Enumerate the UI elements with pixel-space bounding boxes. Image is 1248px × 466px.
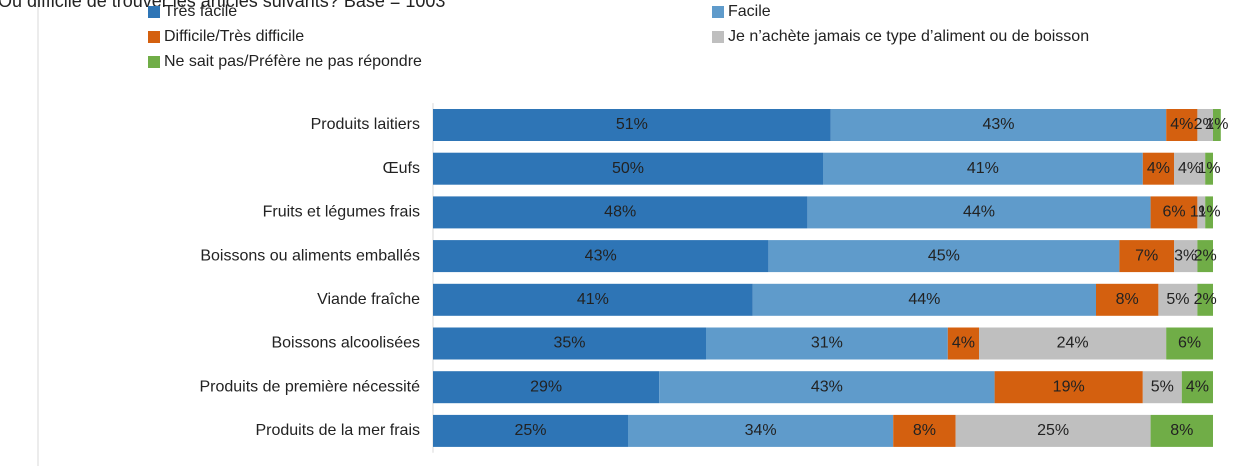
bar-segment xyxy=(1096,283,1159,316)
bar-segment xyxy=(955,414,1151,447)
bar-segment xyxy=(433,371,660,404)
category-label: Boissons ou aliments emballés xyxy=(200,247,420,264)
bar-segment xyxy=(1205,152,1213,185)
legend-label: Je n’achète jamais ce type d’aliment ou … xyxy=(728,28,1089,45)
bar-segment xyxy=(1142,371,1182,404)
category-label: Produits laitiers xyxy=(311,116,420,133)
value-label: 44% xyxy=(908,291,940,308)
legend-swatch xyxy=(712,6,724,18)
legend-label: Très facile xyxy=(164,3,237,20)
value-label: 4% xyxy=(952,335,975,352)
category-label: Produits de la mer frais xyxy=(255,422,420,439)
value-label: 25% xyxy=(514,422,546,439)
bar-segment xyxy=(706,327,948,360)
legend-label: Difficile/Très difficile xyxy=(164,28,304,45)
value-label: 1% xyxy=(1198,160,1221,177)
value-label: 43% xyxy=(811,378,843,395)
bar-segment xyxy=(1197,196,1206,229)
bar-segment xyxy=(1174,240,1198,273)
legend-swatch xyxy=(712,31,724,43)
value-label: 2% xyxy=(1194,291,1217,308)
value-label: 45% xyxy=(928,247,960,264)
value-label: 8% xyxy=(1116,291,1139,308)
legend-swatch xyxy=(148,56,160,68)
value-label: 24% xyxy=(1057,335,1089,352)
bar-segment xyxy=(433,414,628,447)
value-label: 29% xyxy=(530,378,562,395)
bar-segment xyxy=(433,109,831,141)
value-label: 35% xyxy=(553,335,585,352)
bar-segment xyxy=(823,152,1143,185)
category-label: Boissons alcoolisées xyxy=(271,335,420,352)
bar-segment xyxy=(433,152,823,185)
value-label: 7% xyxy=(1135,247,1158,264)
value-label: 34% xyxy=(745,422,777,439)
bar-segment xyxy=(1213,109,1221,141)
bar-segment xyxy=(752,283,1096,316)
legend-swatch xyxy=(148,6,160,18)
value-label: 31% xyxy=(811,335,843,352)
value-label: 5% xyxy=(1166,291,1189,308)
value-label: 1% xyxy=(1198,204,1221,221)
bar-segment xyxy=(433,283,753,316)
value-label: 8% xyxy=(1170,422,1193,439)
legend-swatch xyxy=(148,31,160,43)
bar-segment xyxy=(1197,283,1213,316)
value-label: 44% xyxy=(963,204,995,221)
value-label: 6% xyxy=(1178,335,1201,352)
value-label: 43% xyxy=(585,247,617,264)
bar-segment xyxy=(1150,196,1198,229)
category-label: Fruits et légumes frais xyxy=(263,204,420,221)
category-label: Viande fraîche xyxy=(317,291,420,308)
value-label: 43% xyxy=(982,116,1014,133)
bar-segment xyxy=(1181,371,1213,404)
bar-segment xyxy=(628,414,894,447)
value-label: 41% xyxy=(577,291,609,308)
category-label: Produits de première nécessité xyxy=(199,378,420,395)
chart-title: Ou difficile de trouver les articles sui… xyxy=(0,0,445,11)
value-label: 4% xyxy=(1147,160,1170,177)
bar-segment xyxy=(994,371,1143,404)
bar-segment xyxy=(768,240,1120,273)
bar-segment xyxy=(893,414,956,447)
bar-segment xyxy=(1158,283,1198,316)
bar-segment xyxy=(807,196,1151,229)
value-label: 2% xyxy=(1194,116,1217,133)
bar-segment xyxy=(1119,240,1174,273)
value-label: 50% xyxy=(612,160,644,177)
value-label: 41% xyxy=(967,160,999,177)
value-label: 51% xyxy=(616,116,648,133)
value-label: 19% xyxy=(1053,378,1085,395)
bar-segment xyxy=(433,196,808,229)
bar-segment xyxy=(1197,109,1213,141)
value-label: 3% xyxy=(1174,247,1197,264)
bar-segment xyxy=(1166,327,1213,360)
value-label: 1% xyxy=(1205,116,1228,133)
bar-segment xyxy=(979,327,1167,360)
value-label: 8% xyxy=(913,422,936,439)
bar-segment xyxy=(1205,196,1213,229)
bar-segment xyxy=(1166,109,1198,141)
value-label: 4% xyxy=(1178,160,1201,177)
bar-segment xyxy=(433,327,706,360)
value-label: 48% xyxy=(604,204,636,221)
value-label: 4% xyxy=(1186,378,1209,395)
bar-segment xyxy=(1197,240,1213,273)
value-label: 25% xyxy=(1037,422,1069,439)
category-label: Œufs xyxy=(383,160,420,177)
bar-segment xyxy=(1150,414,1213,447)
bar-segment xyxy=(1174,152,1206,185)
legend-label: Facile xyxy=(728,3,771,20)
bar-segment xyxy=(947,327,979,360)
value-label: 5% xyxy=(1151,378,1174,395)
bar-segment xyxy=(659,371,995,404)
bar-segment xyxy=(433,240,769,273)
value-label: 4% xyxy=(1170,116,1193,133)
bar-segment xyxy=(1142,152,1174,185)
value-label: 6% xyxy=(1162,204,1185,221)
legend-label: Ne sait pas/Préfère ne pas répondre xyxy=(164,53,422,70)
bar-segment xyxy=(830,109,1167,141)
value-label: 2% xyxy=(1194,247,1217,264)
